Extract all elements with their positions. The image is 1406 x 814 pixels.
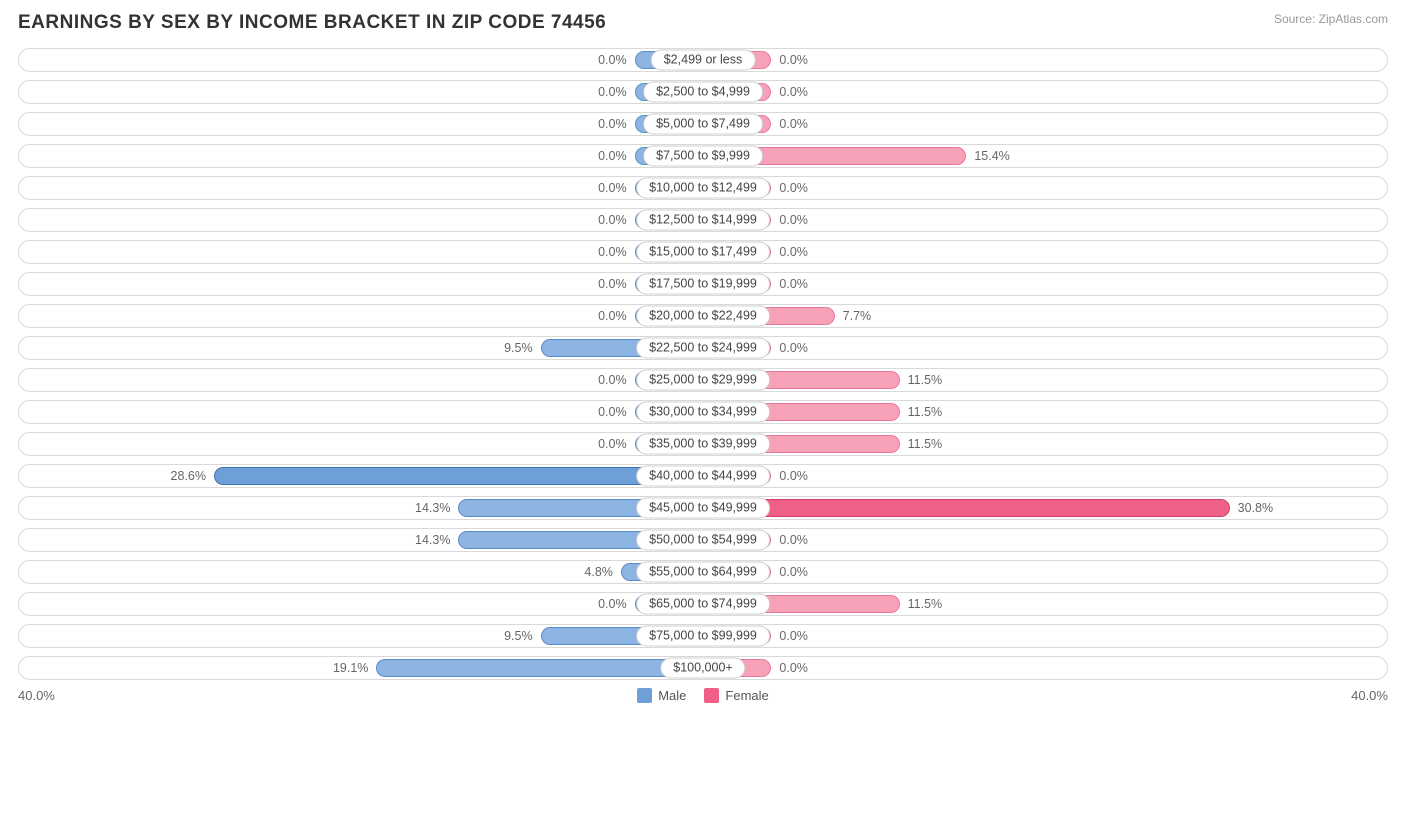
female-swatch-icon	[704, 688, 719, 703]
bracket-label: $17,500 to $19,999	[636, 274, 770, 295]
bracket-label: $75,000 to $99,999	[636, 626, 770, 647]
table-row: 14.3% 0.0% $50,000 to $54,999	[18, 528, 1388, 552]
chart-title: EARNINGS BY SEX BY INCOME BRACKET IN ZIP…	[18, 12, 606, 34]
bracket-label: $40,000 to $44,999	[636, 466, 770, 487]
table-row: 9.5% 0.0% $75,000 to $99,999	[18, 624, 1388, 648]
bracket-label: $35,000 to $39,999	[636, 434, 770, 455]
bracket-label: $50,000 to $54,999	[636, 530, 770, 551]
bracket-label: $5,000 to $7,499	[643, 114, 763, 135]
female-value-label: 30.8%	[1238, 501, 1273, 515]
female-bar	[703, 499, 1230, 517]
male-swatch-icon	[637, 688, 652, 703]
male-value-label: 9.5%	[504, 629, 533, 643]
female-value-label: 0.0%	[779, 117, 808, 131]
male-value-label: 0.0%	[598, 213, 627, 227]
bracket-label: $10,000 to $12,499	[636, 178, 770, 199]
legend-male-label: Male	[658, 688, 686, 703]
table-row: 0.0% 0.0% $2,499 or less	[18, 48, 1388, 72]
table-row: 4.8% 0.0% $55,000 to $64,999	[18, 560, 1388, 584]
chart-source: Source: ZipAtlas.com	[1274, 12, 1388, 26]
table-row: 9.5% 0.0% $22,500 to $24,999	[18, 336, 1388, 360]
bracket-label: $25,000 to $29,999	[636, 370, 770, 391]
bracket-label: $7,500 to $9,999	[643, 146, 763, 167]
table-row: 19.1% 0.0% $100,000+	[18, 656, 1388, 680]
female-value-label: 11.5%	[908, 373, 943, 387]
female-value-label: 0.0%	[779, 533, 808, 547]
table-row: 0.0% 0.0% $2,500 to $4,999	[18, 80, 1388, 104]
bracket-label: $100,000+	[660, 658, 745, 679]
bracket-label: $20,000 to $22,499	[636, 306, 770, 327]
male-bar	[376, 659, 703, 677]
female-value-label: 11.5%	[908, 597, 943, 611]
table-row: 28.6% 0.0% $40,000 to $44,999	[18, 464, 1388, 488]
bracket-label: $55,000 to $64,999	[636, 562, 770, 583]
male-value-label: 0.0%	[598, 53, 627, 67]
male-value-label: 19.1%	[333, 661, 368, 675]
male-bar	[214, 467, 703, 485]
female-value-label: 0.0%	[779, 629, 808, 643]
axis-label-right: 40.0%	[1351, 688, 1388, 703]
female-value-label: 15.4%	[974, 149, 1009, 163]
female-value-label: 0.0%	[779, 181, 808, 195]
female-value-label: 0.0%	[779, 245, 808, 259]
table-row: 0.0% 0.0% $5,000 to $7,499	[18, 112, 1388, 136]
female-value-label: 7.7%	[843, 309, 872, 323]
male-value-label: 0.0%	[598, 373, 627, 387]
diverging-bar-chart: 0.0% 0.0% $2,499 or less 0.0% 0.0% $2,500 to …	[18, 48, 1388, 680]
female-value-label: 0.0%	[779, 277, 808, 291]
axis-label-left: 40.0%	[18, 688, 55, 703]
male-value-label: 0.0%	[598, 85, 627, 99]
male-value-label: 14.3%	[415, 501, 450, 515]
male-value-label: 0.0%	[598, 309, 627, 323]
female-value-label: 0.0%	[779, 85, 808, 99]
table-row: 0.0% 11.5% $25,000 to $29,999	[18, 368, 1388, 392]
table-row: 0.0% 15.4% $7,500 to $9,999	[18, 144, 1388, 168]
chart-footer: 40.0% Male Female 40.0%	[18, 688, 1388, 703]
female-value-label: 0.0%	[779, 661, 808, 675]
table-row: 0.0% 0.0% $10,000 to $12,499	[18, 176, 1388, 200]
table-row: 14.3% 30.8% $45,000 to $49,999	[18, 496, 1388, 520]
male-value-label: 28.6%	[171, 469, 206, 483]
table-row: 0.0% 0.0% $17,500 to $19,999	[18, 272, 1388, 296]
female-value-label: 11.5%	[908, 437, 943, 451]
chart-legend: Male Female	[637, 688, 769, 703]
female-value-label: 0.0%	[779, 213, 808, 227]
male-value-label: 0.0%	[598, 181, 627, 195]
male-value-label: 0.0%	[598, 277, 627, 291]
male-value-label: 0.0%	[598, 117, 627, 131]
male-value-label: 0.0%	[598, 149, 627, 163]
legend-female-label: Female	[725, 688, 768, 703]
male-value-label: 4.8%	[584, 565, 613, 579]
female-value-label: 0.0%	[779, 341, 808, 355]
table-row: 0.0% 7.7% $20,000 to $22,499	[18, 304, 1388, 328]
male-value-label: 9.5%	[504, 341, 533, 355]
chart-header: EARNINGS BY SEX BY INCOME BRACKET IN ZIP…	[18, 12, 1388, 34]
legend-male: Male	[637, 688, 686, 703]
bracket-label: $2,500 to $4,999	[643, 82, 763, 103]
male-value-label: 0.0%	[598, 437, 627, 451]
bracket-label: $30,000 to $34,999	[636, 402, 770, 423]
male-value-label: 0.0%	[598, 245, 627, 259]
male-value-label: 0.0%	[598, 597, 627, 611]
bracket-label: $2,499 or less	[651, 50, 756, 71]
female-value-label: 0.0%	[779, 469, 808, 483]
bracket-label: $65,000 to $74,999	[636, 594, 770, 615]
male-value-label: 14.3%	[415, 533, 450, 547]
bracket-label: $22,500 to $24,999	[636, 338, 770, 359]
bracket-label: $45,000 to $49,999	[636, 498, 770, 519]
table-row: 0.0% 11.5% $65,000 to $74,999	[18, 592, 1388, 616]
bracket-label: $12,500 to $14,999	[636, 210, 770, 231]
bracket-label: $15,000 to $17,499	[636, 242, 770, 263]
table-row: 0.0% 0.0% $12,500 to $14,999	[18, 208, 1388, 232]
table-row: 0.0% 11.5% $30,000 to $34,999	[18, 400, 1388, 424]
male-value-label: 0.0%	[598, 405, 627, 419]
female-value-label: 0.0%	[779, 565, 808, 579]
table-row: 0.0% 11.5% $35,000 to $39,999	[18, 432, 1388, 456]
table-row: 0.0% 0.0% $15,000 to $17,499	[18, 240, 1388, 264]
female-value-label: 11.5%	[908, 405, 943, 419]
female-value-label: 0.0%	[779, 53, 808, 67]
legend-female: Female	[704, 688, 768, 703]
